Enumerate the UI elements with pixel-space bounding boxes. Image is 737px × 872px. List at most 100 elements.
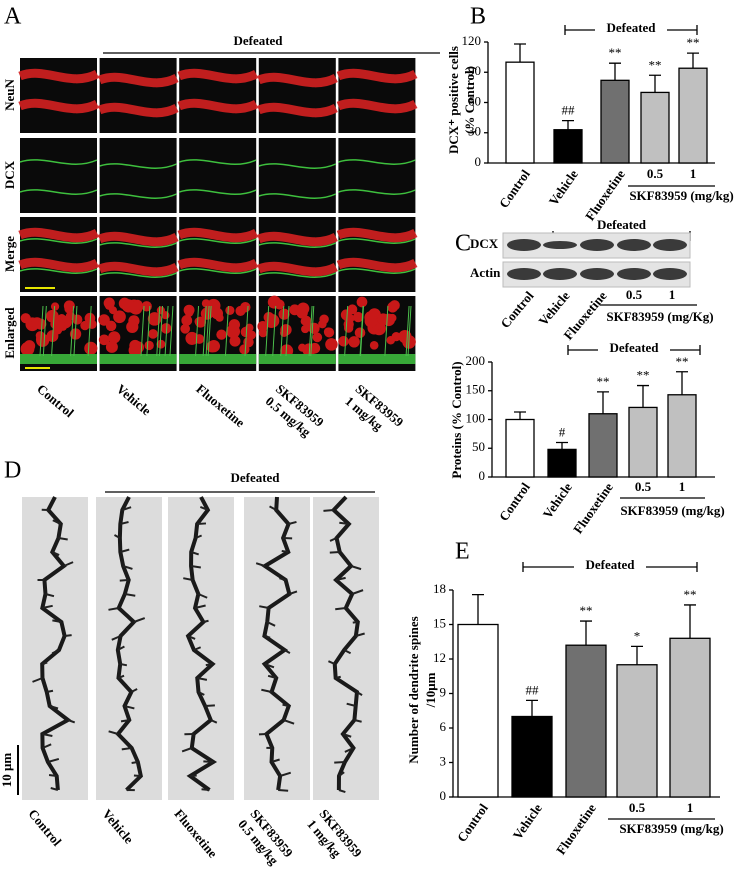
y-tick-label: 150 (466, 382, 486, 397)
cell-band (97, 102, 179, 118)
y-tick-label: 0 (475, 154, 482, 169)
spine (119, 579, 129, 582)
cell (388, 313, 397, 323)
spine (64, 634, 72, 637)
dcx-fiber (140, 305, 145, 357)
y-tick-label: 0 (479, 468, 486, 483)
significance: ** (609, 45, 622, 60)
bracket-label: Defeated (609, 340, 659, 355)
dcx-line (178, 238, 257, 244)
micrograph (177, 58, 259, 133)
cell-band (97, 231, 179, 247)
spine (63, 561, 74, 567)
significance: ## (562, 103, 576, 118)
category-label: Fluoxetine (582, 167, 628, 224)
spine (42, 733, 53, 737)
spine (111, 635, 121, 641)
spine (118, 674, 125, 679)
bracket-label: Defeated (597, 217, 647, 232)
spine (45, 593, 55, 598)
micrograph (18, 217, 100, 292)
micrograph (258, 138, 337, 213)
bracket-label: Defeated (233, 33, 283, 48)
row-label: NeuN (2, 79, 17, 111)
cell (369, 340, 379, 350)
spine (264, 635, 271, 639)
column-label: Fluoxetine (193, 381, 248, 430)
spine (355, 632, 365, 637)
spine (108, 607, 119, 611)
error-bar (631, 645, 643, 665)
significance: ## (526, 682, 540, 697)
spine (267, 674, 277, 679)
micrograph-bg (179, 138, 257, 213)
spine (259, 605, 269, 609)
category-label: Fluoxetine (553, 801, 599, 858)
bar (616, 664, 658, 798)
dendrite-bg (96, 497, 162, 800)
cell-band (18, 227, 100, 243)
spine (67, 719, 76, 724)
spine (46, 689, 54, 693)
bar (553, 129, 583, 164)
spine (58, 537, 68, 541)
blot-band (617, 239, 651, 251)
micrograph-bg (99, 217, 177, 292)
spine (42, 743, 52, 749)
spine (282, 703, 289, 707)
spine (329, 551, 340, 554)
cell (108, 331, 121, 344)
category-label: Vehicle (540, 480, 575, 522)
micrograph (336, 58, 418, 133)
cell (338, 336, 349, 347)
y-tick-label: 120 (462, 33, 482, 48)
category-label: 0.5 (647, 166, 664, 181)
spine (42, 604, 53, 609)
blot-band (507, 239, 541, 251)
panel-letter: B (470, 4, 486, 30)
bracket-line (564, 25, 698, 35)
cell (128, 343, 142, 358)
spine (342, 733, 352, 738)
column-label: Vehicle (99, 806, 136, 846)
dcx-line (19, 189, 98, 195)
bar (628, 406, 658, 478)
y-tick-label: 200 (466, 353, 486, 368)
cell-band (336, 98, 418, 114)
y-tick-label: 3 (440, 753, 447, 768)
spine (335, 607, 346, 611)
cell (377, 313, 390, 326)
micrograph-bg (258, 217, 336, 292)
cell-band (18, 257, 100, 273)
dendrite-image (96, 496, 162, 800)
dcx-fiber (407, 305, 412, 357)
cell-band (177, 68, 259, 84)
dcx-line (258, 272, 337, 278)
error-bar (580, 620, 592, 646)
micrograph-bg (99, 58, 177, 133)
cell-band (257, 102, 338, 118)
spine (329, 537, 337, 542)
cell (84, 341, 98, 355)
spine (335, 675, 341, 679)
cell (278, 308, 290, 320)
spine (323, 509, 334, 512)
dcx-fiber (73, 305, 78, 357)
spine (199, 505, 209, 511)
category-label: Control (497, 288, 536, 331)
spine (205, 704, 215, 707)
y-tick-label: 15 (433, 615, 446, 630)
spine (278, 789, 289, 792)
row-label: Enlarged (2, 307, 17, 359)
cell (185, 331, 199, 345)
spine (49, 705, 59, 710)
y-tick-label: 6 (440, 719, 447, 734)
dcx-fiber (51, 305, 56, 357)
cell (147, 312, 162, 326)
spine (121, 747, 132, 751)
cell (354, 327, 366, 339)
spine (201, 788, 210, 791)
dendrite (330, 495, 360, 791)
spine (354, 719, 362, 723)
significance: ** (684, 587, 697, 602)
